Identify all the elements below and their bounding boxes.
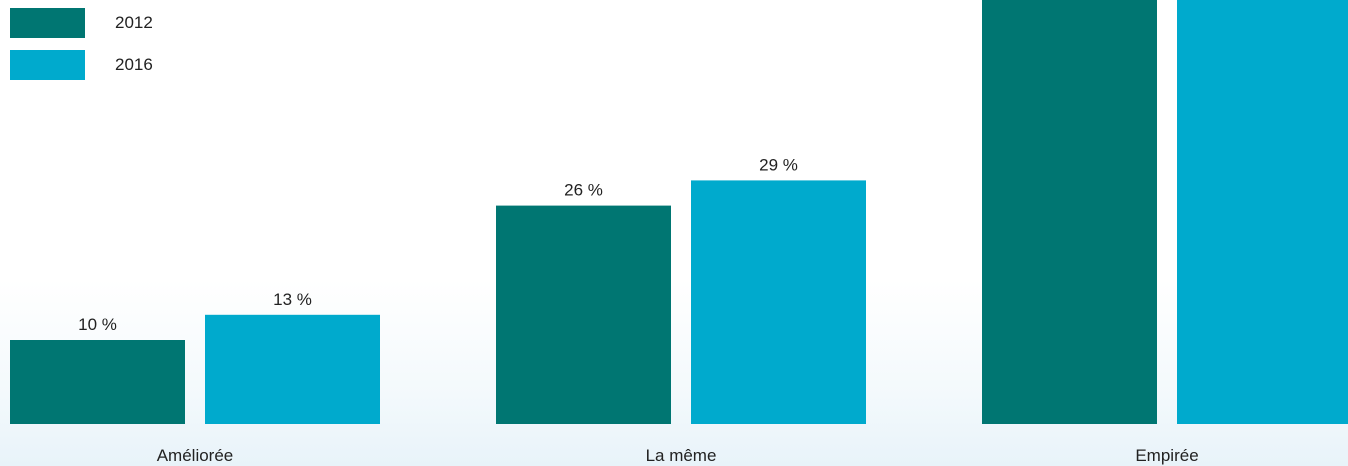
data-label-améliorée-2012: 10 %	[78, 315, 117, 334]
bar-améliorée-2012	[10, 340, 185, 424]
category-label-empirée: Empirée	[1135, 446, 1198, 465]
legend-swatch-2012	[10, 8, 85, 38]
legend-swatch-2016	[10, 50, 85, 80]
bar-empirée-2016	[1177, 0, 1348, 424]
bar-améliorée-2016	[205, 314, 380, 424]
category-label-améliorée: Améliorée	[157, 446, 234, 465]
bar-la-même-2012	[496, 205, 671, 424]
data-label-la-même-2012: 26 %	[564, 181, 603, 200]
bar-la-même-2016	[691, 180, 866, 424]
legend-label-2012: 2012	[115, 13, 153, 32]
bar-empirée-2012	[982, 0, 1157, 424]
data-label-la-même-2016: 29 %	[759, 155, 798, 174]
data-label-améliorée-2016: 13 %	[273, 290, 312, 309]
category-label-la-même: La même	[646, 446, 717, 465]
legend-label-2016: 2016	[115, 55, 153, 74]
